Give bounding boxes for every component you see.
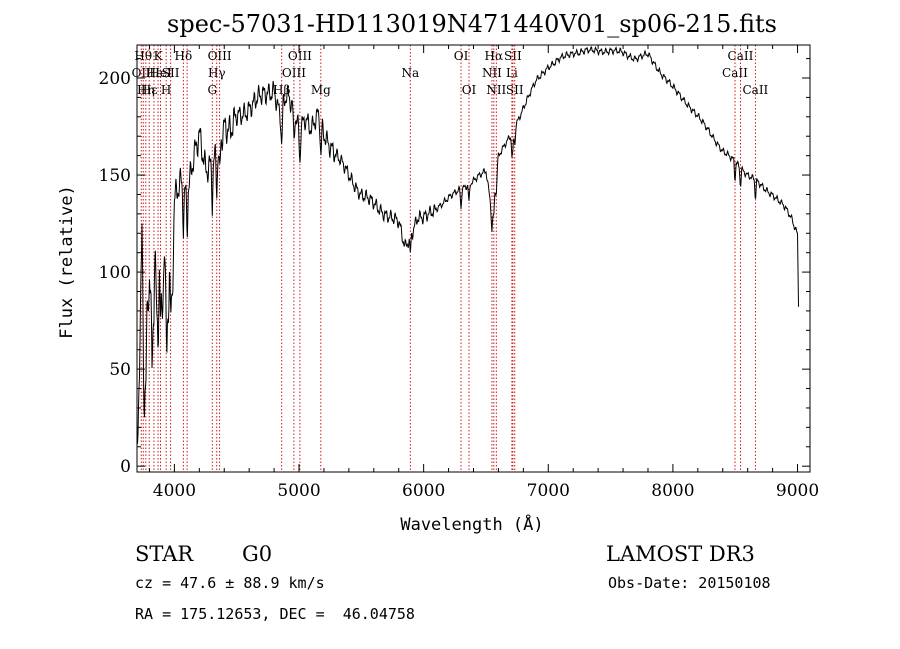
plot-frame [136, 44, 811, 473]
x-axis-label: Wavelength (Å) [400, 513, 543, 535]
y-axis-label: Flux (relative) [57, 185, 77, 339]
marker-label-7: H [161, 83, 171, 97]
marker-label-27: CaII [722, 66, 748, 80]
observation-date: Obs-Date: 20150108 [608, 574, 771, 592]
marker-label-2: Hη [137, 83, 155, 97]
x-tick-label-5: 9000 [776, 481, 819, 501]
marker-label-22: Hα [485, 49, 504, 63]
chart-title: spec-57031-HD113019N471440V01_sp06-215.f… [167, 10, 777, 38]
redshift-readout: cz = 47.6 ± 88.9 km/s [135, 574, 325, 592]
marker-label-13: OIII [208, 49, 232, 63]
marker-label-15: OIII [282, 66, 306, 80]
x-tick-label-3: 7000 [527, 481, 570, 501]
coordinates-readout: RA = 175.12653, DEC = 46.04758 [135, 605, 415, 623]
marker-label-29: CaII [742, 83, 768, 97]
marker-label-28: CaII [728, 49, 754, 63]
x-tick-label-4: 8000 [651, 481, 694, 501]
x-tick-label-0: 4000 [153, 481, 196, 501]
marker-label-24: Li [506, 66, 518, 80]
marker-label-20: OI [462, 83, 477, 97]
y-tick-label-4: 200 [99, 69, 131, 89]
y-tick-label-3: 150 [99, 166, 131, 186]
marker-label-9: Hδ [175, 49, 193, 63]
survey-name: LAMOST DR3 [606, 542, 755, 566]
spectrum-line [136, 45, 799, 444]
axis-ticks: 4000 5000 6000 7000 8000 9000 0 50 100 150 200 [99, 45, 819, 501]
marker-label-18: Na [401, 66, 419, 80]
spectrum-series [136, 45, 799, 444]
marker-label-26: SII [506, 83, 524, 97]
marker-label-17: Mg [311, 83, 331, 97]
marker-label-12: Hγ [208, 66, 226, 80]
y-tick-label-0: 0 [120, 457, 131, 477]
marker-label-5: K [154, 49, 164, 63]
marker-label-23: NII [486, 83, 506, 97]
object-subclass: G0 [242, 542, 272, 566]
marker-label-11: G [207, 83, 217, 97]
marker-label-25: SII [504, 49, 522, 63]
marker-label-3: Hε [141, 83, 158, 97]
x-tick-label-1: 5000 [277, 481, 320, 501]
marker-label-21: NII [482, 66, 502, 80]
object-class: STAR [135, 542, 194, 566]
marker-label-14: Hβ [273, 83, 290, 97]
marker-label-1: Hθ [134, 49, 152, 63]
y-tick-label-1: 50 [109, 360, 131, 380]
y-tick-label-2: 100 [99, 263, 131, 283]
x-tick-label-2: 6000 [402, 481, 445, 501]
marker-label-19: OI [454, 49, 469, 63]
spectral-line-markers: OIIHθHηHεHεKHeIHSIIHδGHγOIIIHβOIIIOIIIMg… [132, 45, 769, 472]
marker-label-16: OIII [288, 49, 312, 63]
marker-label-8: SII [162, 66, 180, 80]
